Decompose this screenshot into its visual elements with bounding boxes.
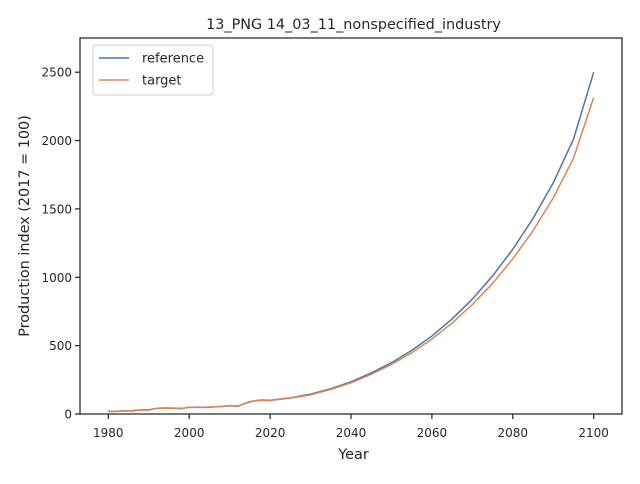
chart-title: 13_PNG 14_03_11_nonspecified_industry	[206, 17, 501, 33]
x-tick-label: 1980	[93, 426, 124, 440]
y-tick-label: 500	[49, 339, 72, 353]
x-axis-label: Year	[337, 447, 369, 463]
x-tick-label: 2020	[255, 426, 286, 440]
y-tick-label: 2000	[41, 134, 72, 148]
series-line-target	[108, 97, 595, 413]
x-tick-label: 2060	[417, 426, 448, 440]
axes: 1980 2000 2020 2040 2060 2080 2100 0 500 1000 1500…	[41, 66, 609, 440]
y-tick-label: 1500	[41, 202, 72, 216]
x-tick-label: 2100	[578, 426, 609, 440]
series-line-reference	[108, 71, 595, 413]
x-tick-label: 2000	[174, 426, 205, 440]
x-tick-label: 2080	[498, 426, 529, 440]
x-tick-label: 2040	[336, 426, 367, 440]
legend-label-target: target	[142, 74, 182, 89]
legend: reference target	[92, 44, 214, 96]
plot-marks	[108, 71, 595, 413]
y-tick-label: 2500	[41, 66, 72, 80]
legend-label-reference: reference	[142, 52, 204, 67]
y-tick-label: 1000	[41, 271, 72, 285]
y-axis-label: Production index (2017 = 100)	[17, 115, 33, 337]
y-tick-label: 0	[64, 408, 72, 422]
